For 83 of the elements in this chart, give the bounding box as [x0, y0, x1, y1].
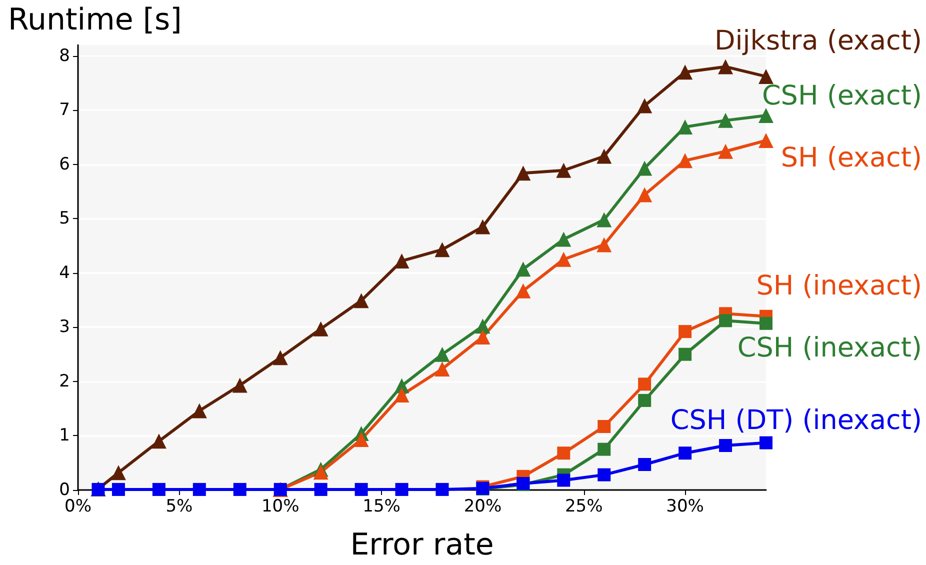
series-label: SH (exact)	[780, 142, 922, 174]
point	[475, 219, 490, 234]
point	[112, 482, 125, 496]
point	[354, 482, 368, 496]
point	[272, 350, 288, 366]
point	[718, 112, 734, 128]
point	[151, 434, 166, 449]
series-label: Dijkstra (exact)	[714, 25, 922, 56]
point	[598, 468, 611, 482]
y-tick-label: 2	[59, 371, 70, 392]
point	[313, 464, 328, 480]
point	[233, 482, 246, 496]
point	[314, 482, 328, 496]
point	[313, 321, 328, 336]
point	[718, 144, 734, 159]
y-tick-label: 4	[59, 262, 70, 283]
y-tick-label: 3	[59, 317, 70, 338]
point	[596, 148, 612, 164]
point	[436, 482, 449, 496]
point	[434, 361, 450, 376]
point	[110, 465, 126, 480]
y-tick-label: 5	[59, 208, 70, 229]
series-label: CSH (inexact)	[737, 332, 922, 364]
point	[637, 187, 652, 202]
point	[638, 394, 652, 407]
point	[556, 162, 572, 178]
point	[516, 166, 531, 181]
point	[516, 283, 531, 298]
point	[556, 252, 572, 267]
point	[718, 59, 734, 74]
point	[678, 325, 692, 338]
point	[678, 119, 693, 134]
point	[598, 420, 611, 434]
series-label: CSH (DT) (inexact)	[670, 404, 922, 436]
x-tick-label: 5%	[166, 496, 193, 516]
x-tick-label: 25%	[564, 496, 603, 516]
point	[475, 329, 490, 344]
point	[637, 98, 652, 114]
x-tick-label: 30%	[666, 496, 704, 516]
point	[152, 482, 166, 496]
series-label: CSH (exact)	[762, 80, 922, 112]
point	[637, 160, 652, 176]
point	[638, 378, 652, 391]
point	[760, 316, 772, 330]
point	[354, 432, 369, 448]
y-axis-title: Runtime [s]	[8, 2, 182, 38]
y-tick-label: 1	[59, 426, 70, 446]
point	[760, 436, 772, 450]
point	[556, 232, 572, 247]
x-tick-label: 15%	[362, 496, 400, 516]
point	[678, 348, 692, 361]
point	[678, 446, 692, 460]
x-tick-label: 20%	[464, 496, 502, 516]
point	[719, 439, 732, 452]
point	[598, 442, 611, 456]
point	[758, 108, 774, 124]
point	[758, 68, 774, 84]
point	[192, 482, 206, 496]
point	[354, 293, 369, 308]
point	[557, 474, 570, 487]
point	[758, 133, 774, 148]
x-tick-label: 10%	[261, 496, 300, 516]
point	[475, 318, 490, 334]
point	[638, 458, 652, 471]
point	[192, 403, 207, 418]
point	[232, 378, 248, 393]
point	[719, 314, 732, 328]
y-tick-label: 6	[59, 154, 70, 174]
point	[678, 153, 693, 168]
y-tick-label: 8	[59, 46, 70, 66]
point	[516, 262, 531, 277]
point	[557, 446, 570, 460]
point	[596, 212, 612, 228]
point	[434, 242, 450, 258]
point	[395, 482, 408, 496]
point	[678, 64, 693, 80]
x-axis-title: Error rate	[350, 528, 494, 562]
point	[394, 253, 410, 268]
point	[596, 237, 612, 252]
point	[434, 346, 450, 362]
point	[394, 388, 410, 403]
y-tick-label: 7	[59, 100, 70, 120]
series-label: SH (inexact)	[756, 270, 922, 302]
